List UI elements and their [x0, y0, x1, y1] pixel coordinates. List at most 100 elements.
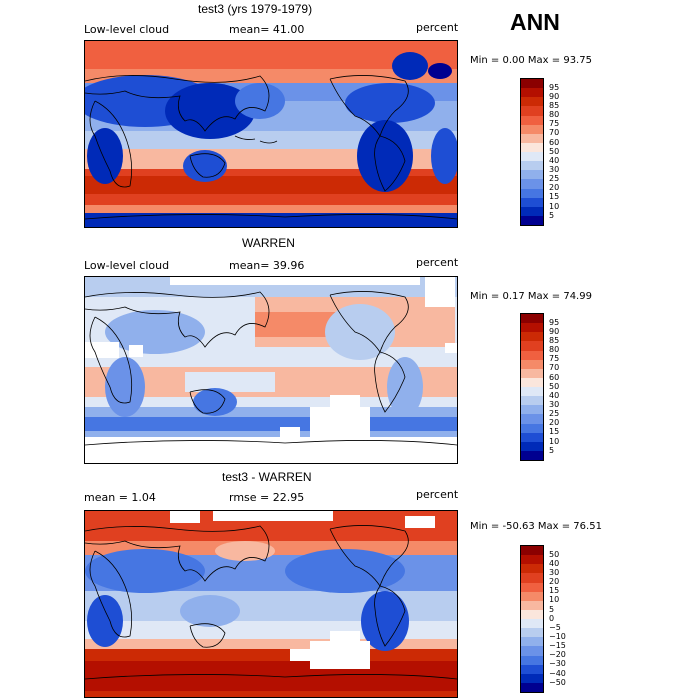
colorbar-tick-label: 40 — [549, 156, 560, 165]
colorbar-tick-label: 40 — [549, 559, 560, 568]
colorbar-tick-label: 20 — [549, 183, 560, 192]
colorbar-segment — [521, 555, 543, 565]
colorbar-tick-label: 20 — [549, 418, 560, 427]
colorbar-segment — [521, 655, 543, 665]
colorbar-tick-label: 90 — [549, 92, 560, 101]
colorbar-segment — [521, 341, 543, 351]
panel1-title: test3 (yrs 1979-1979) — [198, 2, 313, 16]
colorbar-tick-label: 15 — [549, 586, 560, 595]
colorbar-segment — [521, 314, 543, 324]
colorbar-segment — [521, 600, 543, 610]
panel3-minmax: Min = -50.63 Max = 76.51 — [470, 521, 602, 532]
colorbar-segment — [521, 591, 543, 601]
colorbar-segment — [521, 609, 543, 619]
colorbar-tick-label: −15 — [549, 641, 566, 650]
colorbar-segment — [521, 637, 543, 647]
panel3-unit-label: percent — [416, 488, 459, 501]
colorbar-segment — [521, 170, 543, 180]
colorbar-tick-label: −50 — [549, 678, 566, 687]
colorbar-tick-label: −40 — [549, 669, 566, 678]
colorbar-segment — [521, 619, 543, 629]
colorbar-segment — [521, 432, 543, 442]
colorbar-tick-label: 90 — [549, 327, 560, 336]
colorbar-segment — [521, 350, 543, 360]
colorbar-tick-label: 85 — [549, 336, 560, 345]
colorbar-segment — [521, 673, 543, 683]
colorbar-segment — [521, 441, 543, 451]
colorbar-tick-label: 50 — [549, 382, 560, 391]
colorbar-tick-label: 25 — [549, 409, 560, 418]
colorbar-segment — [521, 142, 543, 152]
colorbar-tick-label: 5 — [549, 211, 555, 220]
panel1-colorbar — [520, 78, 544, 226]
colorbar-segment — [521, 197, 543, 207]
colorbar-tick-label: 20 — [549, 577, 560, 586]
colorbar-segment — [521, 546, 543, 556]
panel3-title: test3 - WARREN — [222, 470, 312, 484]
colorbar-tick-label: 30 — [549, 400, 560, 409]
panel2-unit-label: percent — [416, 256, 459, 269]
colorbar-segment — [521, 97, 543, 107]
panel2-minmax: Min = 0.17 Max = 74.99 — [470, 291, 592, 302]
colorbar-tick-label: 95 — [549, 318, 560, 327]
colorbar-tick-label: 30 — [549, 165, 560, 174]
panel2-map — [84, 276, 458, 464]
colorbar-segment — [521, 564, 543, 574]
panel2-variable-label: Low-level cloud — [84, 259, 170, 272]
colorbar-tick-label: 70 — [549, 128, 560, 137]
colorbar-segment — [521, 377, 543, 387]
colorbar-tick-label: 15 — [549, 192, 560, 201]
panel3-map — [84, 510, 458, 698]
colorbar-tick-label: 85 — [549, 101, 560, 110]
panel2-title: WARREN — [242, 236, 295, 250]
colorbar-tick-label: −20 — [549, 650, 566, 659]
panel2-mean-label: mean= 39.96 — [229, 259, 305, 272]
panel1-unit-label: percent — [416, 21, 459, 34]
colorbar-segment — [521, 368, 543, 378]
colorbar-tick-label: 0 — [549, 614, 555, 623]
colorbar-segment — [521, 106, 543, 116]
colorbar-segment — [521, 628, 543, 638]
colorbar-tick-label: 60 — [549, 373, 560, 382]
panel3-rmse-label: rmse = 22.95 — [229, 491, 305, 504]
colorbar-segment — [521, 188, 543, 198]
panel3-colorbar — [520, 545, 544, 693]
colorbar-tick-label: 75 — [549, 119, 560, 128]
colorbar-tick-label: 60 — [549, 138, 560, 147]
colorbar-tick-label: 80 — [549, 110, 560, 119]
panel1-map — [84, 40, 458, 228]
panel3-mean-label: mean = 1.04 — [84, 491, 156, 504]
colorbar-segment — [521, 682, 543, 692]
colorbar-tick-label: 70 — [549, 363, 560, 372]
colorbar-segment — [521, 161, 543, 171]
panel2-colorbar — [520, 313, 544, 461]
colorbar-segment — [521, 332, 543, 342]
colorbar-segment — [521, 573, 543, 583]
colorbar-segment — [521, 323, 543, 333]
colorbar-tick-label: 80 — [549, 345, 560, 354]
colorbar-segment — [521, 396, 543, 406]
colorbar-tick-label: −5 — [549, 623, 561, 632]
colorbar-segment — [521, 88, 543, 98]
colorbar-segment — [521, 664, 543, 674]
colorbar-tick-label: 25 — [549, 174, 560, 183]
panel1-minmax: Min = 0.00 Max = 93.75 — [470, 55, 592, 66]
colorbar-segment — [521, 582, 543, 592]
colorbar-tick-label: 5 — [549, 446, 555, 455]
panel1-variable-label: Low-level cloud — [84, 23, 170, 36]
colorbar-segment — [521, 646, 543, 656]
colorbar-tick-label: 40 — [549, 391, 560, 400]
colorbar-tick-label: 15 — [549, 427, 560, 436]
season-label: ANN — [510, 9, 560, 35]
colorbar-segment — [521, 450, 543, 460]
colorbar-segment — [521, 405, 543, 415]
colorbar-segment — [521, 215, 543, 225]
colorbar-tick-label: 5 — [549, 605, 555, 614]
colorbar-tick-label: 75 — [549, 354, 560, 363]
panel1-mean-label: mean= 41.00 — [229, 23, 305, 36]
colorbar-segment — [521, 115, 543, 125]
colorbar-tick-label: −10 — [549, 632, 566, 641]
colorbar-tick-label: 50 — [549, 550, 560, 559]
colorbar-segment — [521, 387, 543, 397]
colorbar-segment — [521, 79, 543, 89]
